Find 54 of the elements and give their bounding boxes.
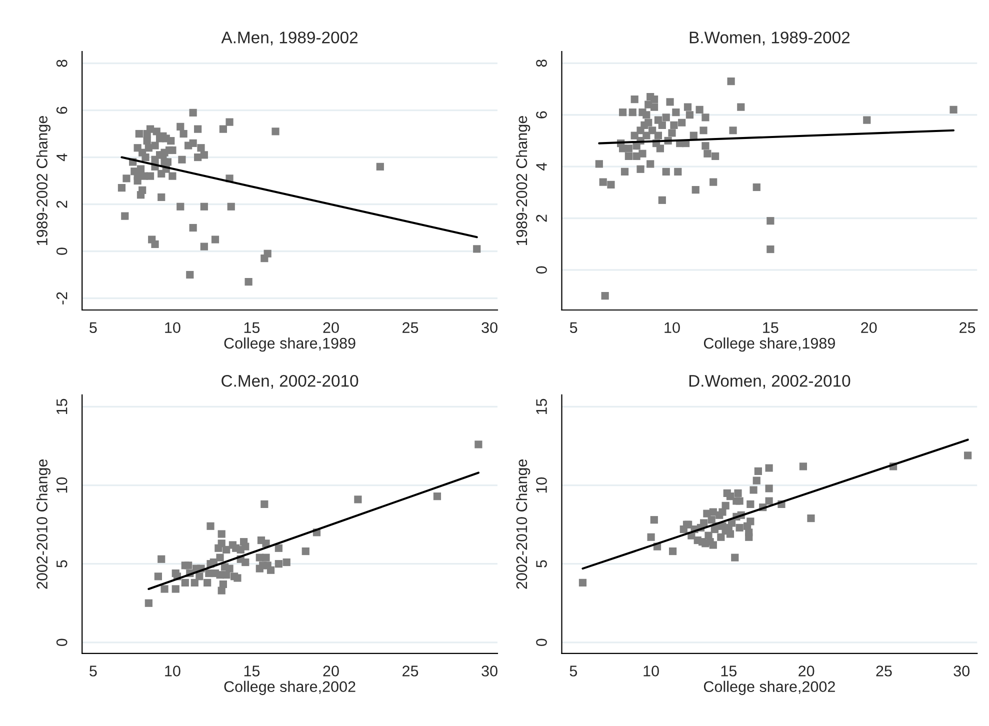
y-tick-label: 15: [56, 398, 68, 414]
chart-title: A.Men, 1989-2002: [221, 32, 358, 46]
x-axis-title: College share,1989: [704, 337, 835, 352]
y-tick-label: 5: [56, 560, 68, 568]
x-tick-label: 20: [323, 322, 339, 334]
x-tick-label: 15: [244, 666, 260, 676]
x-tick-label: 10: [644, 666, 659, 676]
y-tick-label: -2: [56, 292, 68, 304]
x-tick-label: 20: [861, 322, 877, 334]
x-axis-title: College share,1989: [224, 337, 356, 352]
y-tick-label: 4: [56, 153, 68, 162]
x-axis-title: College share,2002: [704, 680, 835, 696]
x-tick-label: 25: [876, 666, 892, 676]
y-tick-label: 6: [536, 111, 547, 118]
x-tick-label: 10: [664, 322, 680, 334]
y-tick-label: 8: [56, 60, 68, 67]
y-axis-title: 1989-2002 Change: [36, 116, 50, 246]
y-tick-label: 10: [56, 477, 68, 493]
x-tick-label: 5: [570, 322, 578, 334]
y-tick-label: 6: [56, 106, 68, 114]
y-tick-label: 2: [536, 214, 547, 222]
x-tick-label: 25: [960, 322, 976, 334]
y-tick-label: 0: [536, 638, 547, 646]
x-tick-label: 5: [90, 322, 97, 334]
y-tick-label: 10: [536, 477, 547, 493]
x-tick-label: 20: [323, 666, 339, 676]
chart-title: B.Women, 1989-2002: [690, 32, 850, 46]
x-tick-label: 15: [244, 322, 260, 334]
y-tick-label: 0: [56, 248, 68, 255]
x-tick-label: 15: [721, 666, 737, 676]
x-axis-title: College share,2002: [224, 680, 356, 696]
x-tick-label: 20: [798, 666, 814, 676]
x-tick-label: 30: [482, 322, 498, 334]
x-tick-label: 15: [763, 322, 778, 334]
y-tick-label: 8: [536, 60, 547, 67]
y-tick-label: 4: [536, 162, 547, 170]
chart-title: D.Women, 2002-2010: [689, 374, 850, 389]
x-tick-label: 10: [165, 666, 180, 676]
y-tick-label: 2: [56, 200, 68, 208]
y-tick-label: 0: [56, 638, 68, 646]
x-tick-label: 25: [402, 666, 418, 676]
y-tick-label: 15: [536, 398, 547, 414]
x-tick-label: 10: [165, 322, 180, 334]
x-tick-label: 5: [570, 666, 578, 676]
y-axis-title: 2002-2010 Change: [36, 459, 50, 589]
y-axis-title: 2002-2010 Change: [516, 459, 530, 589]
x-tick-label: 5: [90, 666, 97, 676]
x-tick-label: 30: [482, 666, 498, 676]
x-tick-label: 30: [954, 666, 970, 676]
y-tick-label: 5: [536, 560, 547, 568]
y-tick-label: 0: [536, 266, 547, 274]
x-tick-label: 25: [402, 322, 418, 334]
chart-title: C.Men, 2002-2010: [222, 374, 358, 389]
y-axis-title: 1989-2002 Change: [516, 116, 530, 246]
